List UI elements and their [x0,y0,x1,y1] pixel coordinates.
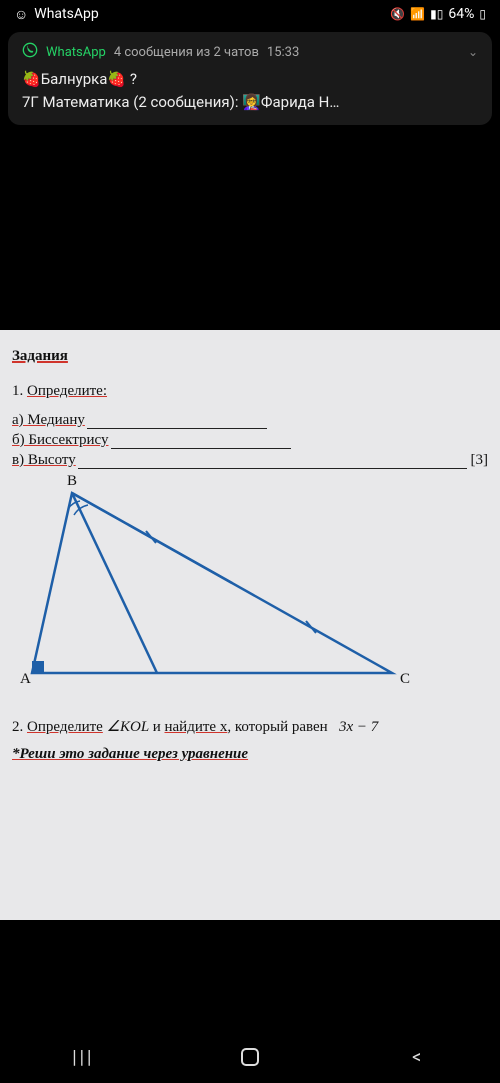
blank-b[interactable] [111,435,291,449]
q2-expression: 3x − 7 [339,719,378,735]
q2-text-b: и [153,719,165,735]
q2-angle: ∠KOL [103,719,153,735]
signal-icon: ▮▯ [430,7,443,21]
back-button[interactable]: < [372,1047,462,1068]
q2-text-c: найдите x [164,719,227,735]
status-app-name: WhatsApp [34,6,98,22]
emoji-strawberry: 🍓 [22,70,41,88]
recent-apps-button[interactable]: ||| [38,1047,128,1068]
notification-card[interactable]: WhatsApp 4 сообщения из 2 чатов 15:33 ⌄ … [8,32,492,125]
vertex-a-label: A [20,671,31,688]
home-button[interactable] [205,1048,295,1066]
triangle-figure: B A C [12,473,488,703]
vertex-c-label: C [400,671,410,688]
notification-line-2: 7Г Математика (2 сообщения): 👩‍🏫Фарида Н… [22,91,478,114]
battery-percent: 64% [448,6,474,22]
q2-text-a: Определите [27,719,103,735]
notification-header: WhatsApp 4 сообщения из 2 чатов 15:33 ⌄ [22,42,478,62]
battery-icon: ▯ [479,7,486,21]
status-right: 🔇 📶 ▮▯ 64% ▯ [390,6,486,22]
answer-a-label: а) Медиану [12,412,85,429]
q2-number: 2. [12,719,27,735]
answer-b: б) Биссектрису [12,432,488,449]
question-1: 1. Определите: [12,383,488,400]
notification-time: 15:33 [267,45,299,60]
document-content[interactable]: Задания 1. Определите: а) Медиану б) Бис… [0,330,500,920]
status-bar: ☺ WhatsApp 🔇 📶 ▮▯ 64% ▯ [0,0,500,28]
answer-v: в) Высоту [3] [12,452,488,469]
question-2: 2. Определите ∠KOL и найдите x, который … [12,717,488,736]
section-title: Задания [12,348,488,365]
mute-icon: 🔇 [390,7,405,21]
q2-text-d: , который равен [227,719,327,735]
whatsapp-icon [22,42,38,62]
notification-app: WhatsApp [46,45,106,60]
answer-v-label: в) Высоту [12,452,76,469]
answer-b-label: б) Биссектрису [12,432,109,449]
notification-summary: 4 сообщения из 2 чатов [114,45,259,60]
navigation-bar: ||| < [0,1031,500,1083]
triangle-svg [12,473,432,693]
notification-line-1: 🍓Балнурка🍓 ? [22,68,478,91]
vertex-b-label: B [67,473,77,490]
chevron-down-icon[interactable]: ⌄ [468,45,478,59]
home-icon [241,1048,259,1066]
sender-name-1: Балнурка [41,70,108,88]
score-marker: [3] [471,452,489,469]
status-left: ☺ WhatsApp [14,6,99,23]
answer-a: а) Медиану [12,412,488,429]
message-preview-1: 🍓 ? [107,70,137,88]
whatsapp-status-icon: ☺ [14,6,28,23]
blank-a[interactable] [87,415,267,429]
q1-label: Определите: [27,383,107,399]
wifi-icon: 📶 [410,7,425,21]
blank-v[interactable] [78,455,467,469]
question-2-hint: *Реши это задание через уравнение [12,746,488,763]
q1-number: 1. [12,383,27,399]
